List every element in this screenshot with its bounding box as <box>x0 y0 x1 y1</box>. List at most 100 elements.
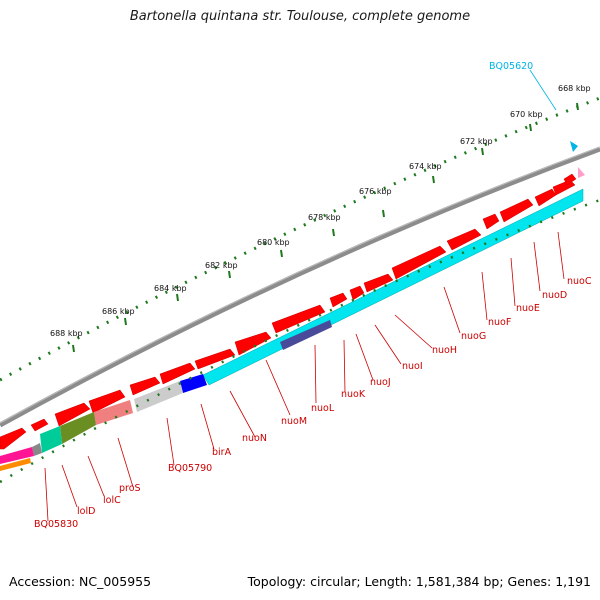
tick-label: 674 kbp <box>409 162 442 171</box>
map-title: Bartonella quintana str. Toulouse, compl… <box>129 9 471 24</box>
tick-label: 670 kbp <box>510 110 543 119</box>
reverse-gene-bira <box>180 374 207 393</box>
tick-label: 688 kbp <box>50 329 83 338</box>
gene-label-bq05790: BQ05790 <box>168 463 212 474</box>
forward-gene-arrow <box>563 173 577 186</box>
tick-label: 672 kbp <box>460 137 493 146</box>
leader-line <box>394 314 433 349</box>
reverse-gene-lolc <box>60 412 96 444</box>
forward-gene-arrow <box>234 331 272 356</box>
footer-summary: Topology: circular; Length: 1,581,384 bp… <box>247 574 591 589</box>
leader-line <box>510 257 516 307</box>
forward-gene-arrow <box>129 376 161 396</box>
scale-major-ticks <box>72 102 579 353</box>
leader-line <box>443 286 461 334</box>
tick-label: 682 kbp <box>205 261 238 270</box>
leader-line <box>343 339 346 393</box>
tick-label: 680 kbp <box>257 238 290 247</box>
leader-line <box>200 403 215 450</box>
leader-line <box>117 437 134 488</box>
major-tick <box>228 270 231 279</box>
forward-gene-arrow <box>552 179 576 196</box>
forward-gene-arrow <box>0 427 27 450</box>
major-tick <box>432 175 435 184</box>
gene-labels: BQ05620 nuoC nuoD nuoE nuoF nuoG nuoH nu… <box>34 61 592 530</box>
major-tick <box>332 228 335 237</box>
leader-line <box>314 344 317 404</box>
gene-label-nuod: nuoD <box>542 290 567 301</box>
gene-label-nuoi: nuoI <box>402 361 423 372</box>
leader-line <box>355 333 374 381</box>
reverse-gene-pros <box>94 400 133 425</box>
forward-gene-arrow <box>30 418 49 432</box>
major-tick <box>280 249 283 258</box>
gene-label-nuom: nuoM <box>281 416 307 427</box>
forward-gene-arrow <box>271 304 326 334</box>
gene-label-bira: birA <box>212 447 232 458</box>
major-tick <box>481 147 484 156</box>
forward-strand <box>0 173 577 450</box>
gene-label-lolc: lolC <box>103 495 121 506</box>
reverse-gene-nuo-block <box>202 188 584 386</box>
gene-label-nuok: nuoK <box>341 389 366 400</box>
gene-cyan-marker <box>570 141 578 152</box>
inner-ring <box>0 198 600 484</box>
major-tick <box>124 317 127 326</box>
gene-label-nuoj: nuoJ <box>370 377 391 388</box>
genome-backbone-highlight <box>0 146 600 424</box>
leader-line <box>87 455 105 497</box>
tick-label: 684 kbp <box>154 284 187 293</box>
reverse-strand <box>0 141 585 471</box>
leader-line <box>533 241 541 292</box>
reverse-gene-bq05830 <box>0 447 34 464</box>
forward-gene-arrow <box>349 285 365 301</box>
major-tick <box>382 209 385 218</box>
gene-pink-marker <box>578 167 585 178</box>
forward-gene-arrow <box>363 273 394 293</box>
gene-label-nuoh: nuoH <box>432 345 457 356</box>
scale-ring <box>0 96 600 382</box>
reverse-gene-bq05790 <box>134 381 183 412</box>
forward-gene-arrow <box>54 402 91 427</box>
gene-label-bq05830: BQ05830 <box>34 519 78 530</box>
forward-gene-arrow <box>391 245 447 280</box>
tick-label: 686 kbp <box>102 307 135 316</box>
reverse-gene-nuol <box>280 320 332 350</box>
reverse-gene-orange <box>0 458 31 471</box>
genome-backbone <box>0 146 600 428</box>
forward-gene-arrow <box>499 198 534 223</box>
major-tick <box>576 102 579 111</box>
gene-label-nuog: nuoG <box>461 331 486 342</box>
leader-line <box>374 324 402 365</box>
forward-gene-arrow <box>88 389 126 414</box>
forward-gene-arrow <box>482 213 500 230</box>
leader-line <box>557 231 565 280</box>
gene-label-lold: lolD <box>77 506 95 517</box>
forward-gene-arrow <box>446 228 482 251</box>
scale-labels: 688 kbp 686 kbp 684 kbp 682 kbp 680 kbp … <box>50 84 591 338</box>
forward-gene-arrow <box>534 188 557 207</box>
gene-label-nuoe: nuoE <box>516 303 540 314</box>
footer-accession: Accession: NC_005955 <box>9 574 152 589</box>
leader-line <box>265 359 291 416</box>
leader-line <box>229 390 256 438</box>
forward-gene-arrow <box>194 348 236 370</box>
tick-label: 678 kbp <box>308 213 341 222</box>
leader-line <box>44 467 49 522</box>
major-tick <box>176 293 179 302</box>
gene-label-bq05620: BQ05620 <box>489 61 533 72</box>
forward-gene-arrow <box>159 362 196 385</box>
reverse-gene-small <box>32 443 42 456</box>
forward-gene-arrow <box>329 292 348 308</box>
gene-label-pros: proS <box>119 483 141 494</box>
gene-label-nuol: nuoL <box>311 403 335 414</box>
label-leaders <box>44 231 565 522</box>
leader-line <box>166 417 175 466</box>
tick-label: 668 kbp <box>558 84 591 93</box>
major-tick <box>72 344 75 353</box>
gene-label-nuof: nuoF <box>488 317 511 328</box>
gene-label-nuoc: nuoC <box>567 276 592 287</box>
leader-line <box>481 271 488 321</box>
leader-line <box>61 464 78 508</box>
